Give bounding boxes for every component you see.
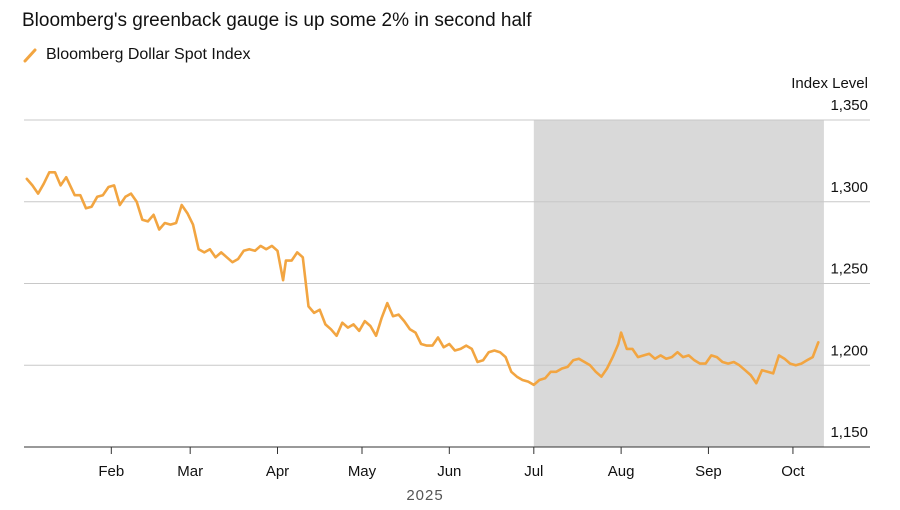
x-tick-label: Jul: [524, 463, 543, 480]
y-axis-label: Index Level: [791, 75, 868, 92]
x-tick-label: Aug: [608, 463, 635, 480]
y-tick-label: 1,250: [830, 261, 868, 278]
chart-title: Bloomberg's greenback gauge is up some 2…: [22, 10, 532, 31]
y-tick-label: 1,150: [830, 424, 868, 441]
diagonal-line-icon: [23, 48, 37, 63]
x-tick-label: Jun: [437, 463, 461, 480]
x-tick-label: Apr: [266, 463, 289, 480]
x-year-label: 2025: [406, 487, 443, 504]
legend: Bloomberg Dollar Spot Index: [22, 46, 251, 64]
x-tick-label: Mar: [177, 463, 203, 480]
x-tick-label: Feb: [98, 463, 124, 480]
y-tick-label: 1,200: [830, 342, 868, 359]
x-tick-label: Oct: [781, 463, 805, 480]
legend-label: Bloomberg Dollar Spot Index: [46, 46, 251, 63]
x-tick-label: May: [348, 463, 377, 480]
series-line: [25, 171, 820, 387]
y-tick-label: 1,300: [830, 179, 868, 196]
x-tick-label: Sep: [695, 463, 722, 480]
y-tick-label: 1,350: [830, 97, 868, 114]
